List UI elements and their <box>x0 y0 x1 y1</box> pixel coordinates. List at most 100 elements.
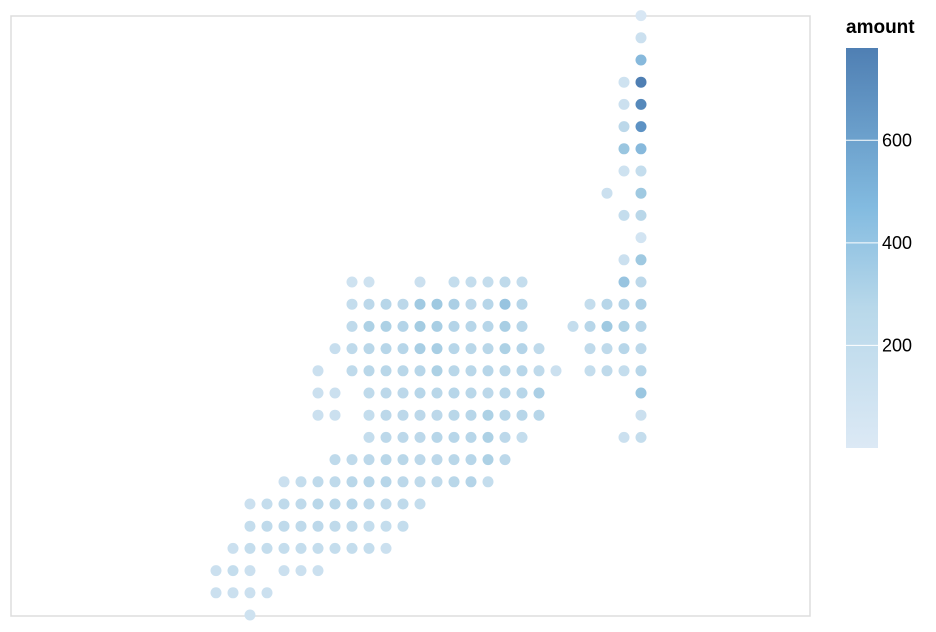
data-point <box>414 431 426 443</box>
data-point <box>635 98 647 110</box>
data-point <box>312 542 324 554</box>
data-point <box>618 121 630 133</box>
data-point <box>295 542 307 554</box>
data-point <box>244 520 256 532</box>
legend-ticks: 200 400 600 <box>846 130 912 355</box>
data-point <box>635 298 647 310</box>
data-point <box>431 365 443 377</box>
data-point <box>363 431 375 443</box>
data-point <box>414 387 426 399</box>
data-point <box>635 431 647 443</box>
data-point <box>414 298 426 310</box>
data-point <box>346 476 358 488</box>
data-point <box>397 520 409 532</box>
data-point <box>329 387 341 399</box>
data-point <box>499 276 511 288</box>
data-point <box>329 343 341 355</box>
data-point <box>329 498 341 510</box>
data-point <box>618 365 630 377</box>
data-point <box>499 343 511 355</box>
data-point <box>448 320 460 332</box>
data-point <box>635 121 647 133</box>
data-point <box>431 431 443 443</box>
data-point <box>465 476 477 488</box>
data-point <box>312 520 324 532</box>
data-point <box>550 365 562 377</box>
data-point <box>295 565 307 577</box>
data-point <box>397 454 409 466</box>
data-point <box>465 365 477 377</box>
data-point <box>244 565 256 577</box>
data-point <box>380 365 392 377</box>
data-point <box>482 320 494 332</box>
data-point <box>346 498 358 510</box>
data-point <box>363 365 375 377</box>
data-point <box>618 298 630 310</box>
data-point <box>635 232 647 244</box>
data-point <box>278 565 290 577</box>
data-point <box>312 498 324 510</box>
data-point <box>448 276 460 288</box>
data-point <box>635 276 647 288</box>
data-point <box>465 387 477 399</box>
data-point <box>601 320 613 332</box>
data-point <box>635 254 647 266</box>
data-point <box>227 565 239 577</box>
data-point <box>295 498 307 510</box>
data-point <box>397 320 409 332</box>
data-point <box>414 343 426 355</box>
data-point <box>346 320 358 332</box>
data-point <box>584 365 596 377</box>
data-point <box>414 476 426 488</box>
data-point <box>465 276 477 288</box>
data-point <box>346 276 358 288</box>
data-point <box>465 320 477 332</box>
data-point <box>329 520 341 532</box>
data-point <box>516 343 528 355</box>
data-point <box>618 98 630 110</box>
data-point <box>312 565 324 577</box>
data-point <box>431 298 443 310</box>
data-point <box>363 387 375 399</box>
data-point <box>533 409 545 421</box>
data-point <box>329 542 341 554</box>
data-point <box>397 476 409 488</box>
data-point <box>363 454 375 466</box>
data-point <box>635 54 647 66</box>
data-point <box>380 454 392 466</box>
data-point <box>295 476 307 488</box>
plot-frame <box>10 15 811 617</box>
data-point <box>584 320 596 332</box>
data-point <box>380 520 392 532</box>
data-point <box>516 320 528 332</box>
data-point <box>465 298 477 310</box>
data-point <box>618 343 630 355</box>
data-point <box>414 409 426 421</box>
color-legend: amount 200 400 600 <box>846 17 915 448</box>
data-point <box>346 365 358 377</box>
data-point <box>380 476 392 488</box>
data-point <box>584 343 596 355</box>
data-point <box>618 276 630 288</box>
data-point <box>261 542 273 554</box>
data-point <box>278 476 290 488</box>
data-point <box>465 454 477 466</box>
data-point <box>363 409 375 421</box>
data-point <box>448 298 460 310</box>
data-point <box>618 254 630 266</box>
data-point <box>397 409 409 421</box>
data-point <box>380 343 392 355</box>
data-point <box>482 431 494 443</box>
data-point <box>431 387 443 399</box>
data-point <box>380 542 392 554</box>
data-point <box>329 476 341 488</box>
data-point <box>397 498 409 510</box>
legend-tick-label: 200 <box>882 335 912 355</box>
data-point <box>499 431 511 443</box>
data-point <box>584 298 596 310</box>
data-point <box>278 520 290 532</box>
data-point <box>618 143 630 155</box>
data-point <box>261 498 273 510</box>
data-point <box>380 320 392 332</box>
data-point <box>516 365 528 377</box>
